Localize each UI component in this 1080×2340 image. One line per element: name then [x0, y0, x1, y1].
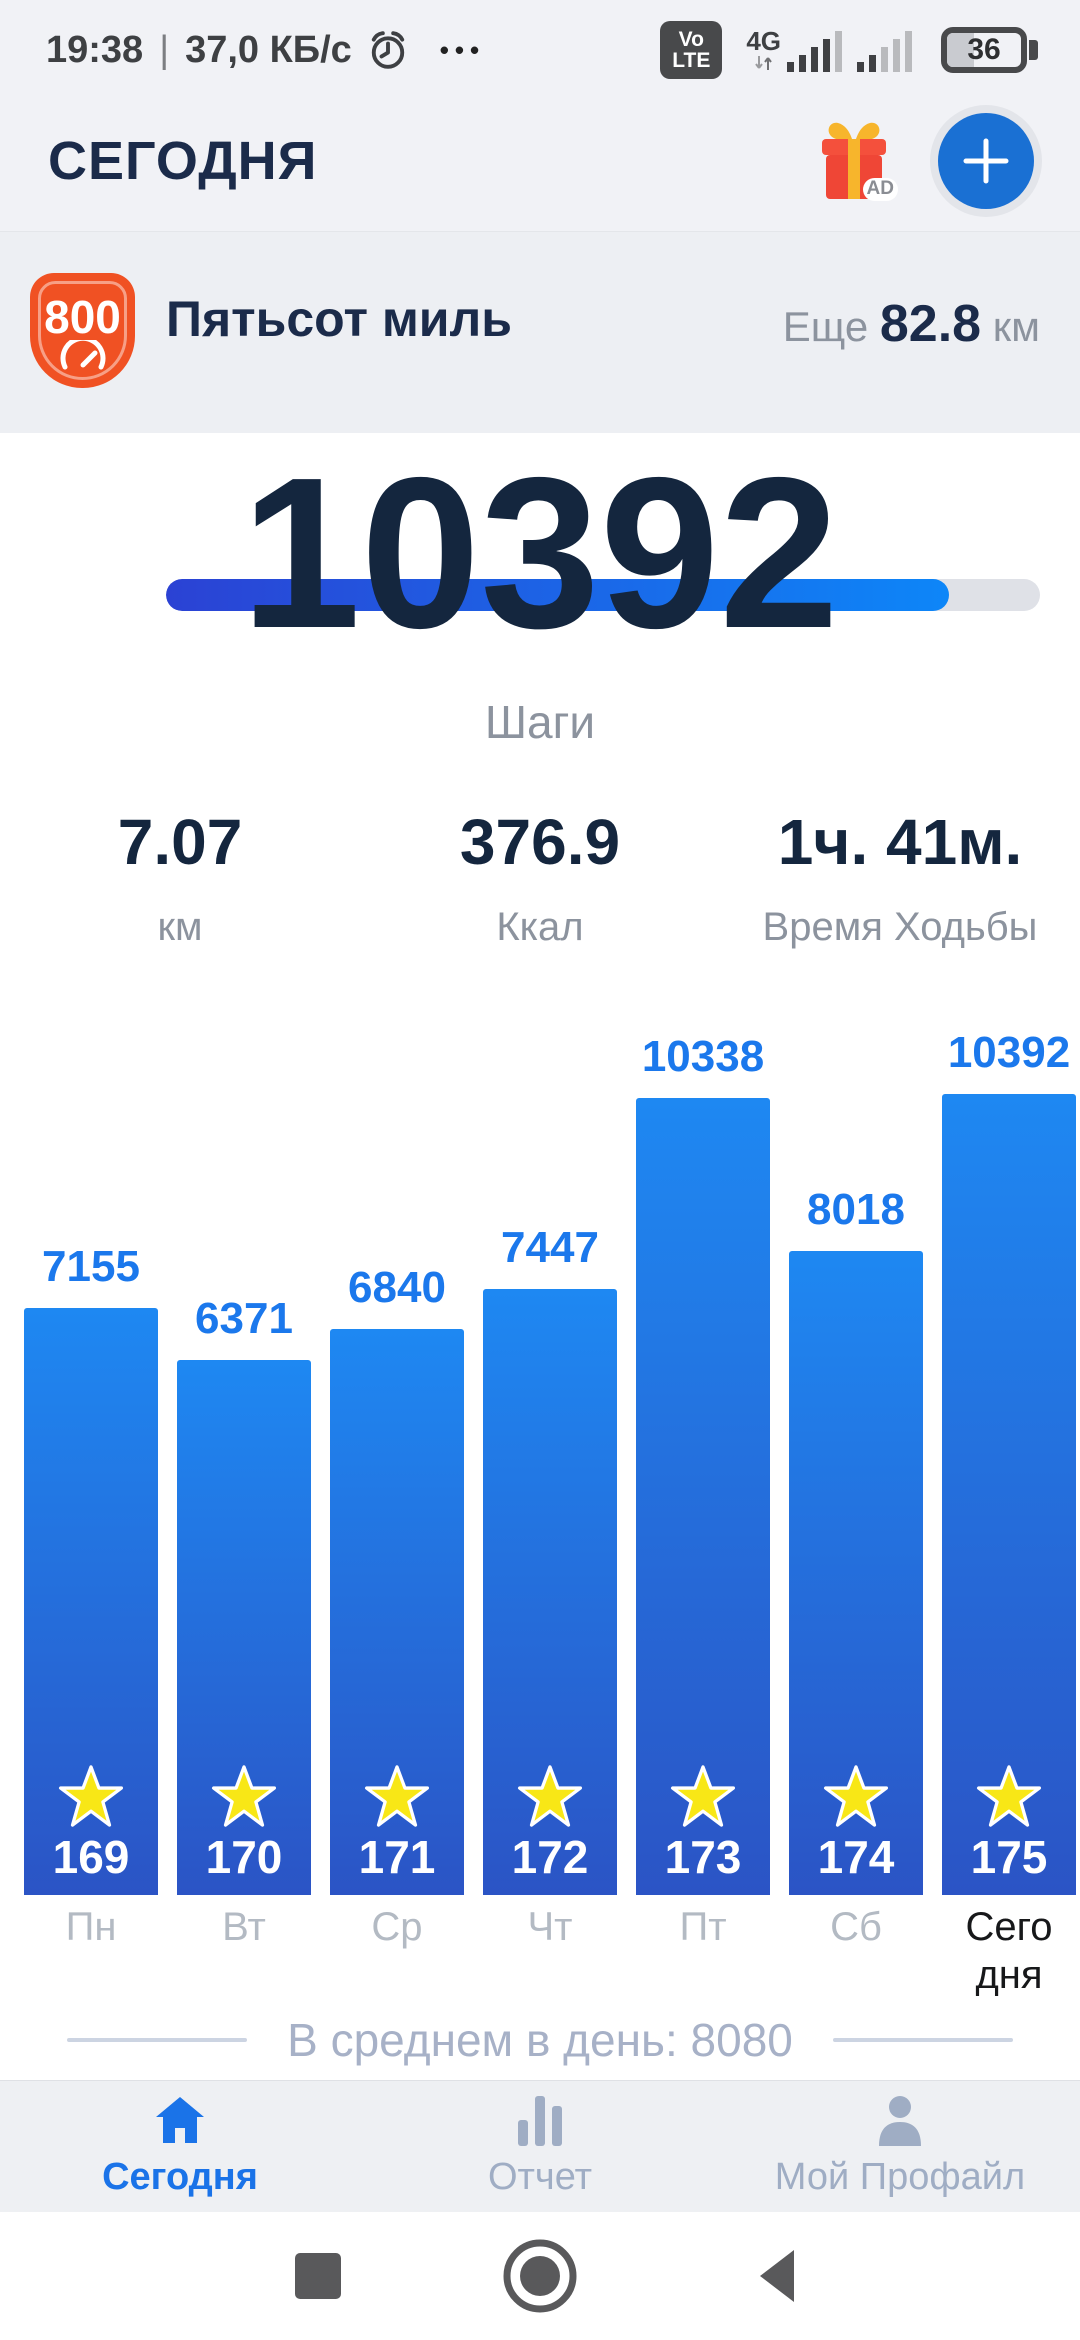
network-type-label: 4G: [746, 26, 781, 56]
stats-row: 7.07 км 376.9 Ккал 1ч. 41м. Время Ходьбы: [0, 805, 1080, 950]
status-separator: |: [159, 28, 170, 71]
steps-count: 10392: [241, 432, 839, 673]
android-nav-bar: [0, 2212, 1080, 2340]
stat-calories: 376.9 Ккал: [459, 806, 621, 949]
streak-number: 172: [511, 1831, 589, 1884]
stat-distance: 7.07 км: [117, 806, 243, 949]
bar-column: 7155 169: [24, 1000, 158, 1895]
day-label: Сб: [830, 1905, 882, 1949]
average-divider-left: [67, 2038, 248, 2042]
bar-column: 6840 171: [330, 1000, 464, 1895]
bar-value-label: 7155: [42, 1242, 140, 1291]
plus-icon: [963, 138, 1009, 183]
bar-value-label: 7447: [501, 1223, 599, 1272]
app-header: СЕГОДНЯ AD: [0, 90, 1080, 232]
steps-label: Шаги: [484, 696, 596, 748]
home-circle-icon: [503, 2239, 577, 2313]
status-bar: 19:38 | 37,0 КБ/с ••• Vo LTE 4G: [0, 0, 1080, 90]
challenge-banner[interactable]: 800 Пятьсот миль Еще 82.8 км: [0, 232, 1080, 611]
signal-block: 4G: [746, 28, 913, 72]
streak-number: 173: [664, 1831, 742, 1884]
page-title: СЕГОДНЯ: [48, 130, 318, 191]
volte-badge-icon: Vo LTE: [660, 21, 723, 79]
star-icon: [58, 1765, 124, 1828]
challenge-remaining: Еще 82.8 км: [782, 295, 1040, 353]
bar-value-label: 6371: [195, 1294, 293, 1343]
gift-ad-button[interactable]: AD: [816, 119, 898, 203]
bar-column: 6371 170: [177, 1000, 311, 1895]
steps-bar: 175: [942, 1094, 1076, 1895]
nav-item-profile[interactable]: Мой Профайл: [720, 2081, 1080, 2212]
bar-column: 10338 173: [636, 1000, 770, 1895]
star-icon: [211, 1765, 277, 1828]
report-icon: [518, 2096, 562, 2146]
battery-fill: [947, 33, 974, 67]
home-button[interactable]: [480, 2212, 600, 2340]
weekly-chart: 7155 169 Пн 6371 170 Вт 6840 171 Ср 7447 172 Чт 1033…: [0, 1000, 1080, 2000]
average-label: В среднем в день: 8080: [287, 2014, 793, 2066]
star-icon: [517, 1765, 583, 1828]
bar-value-label: 8018: [807, 1185, 905, 1234]
day-label: Пт: [679, 1905, 727, 1949]
add-button[interactable]: [930, 104, 1042, 217]
bar-value-label: 6840: [348, 1263, 446, 1312]
challenge-progress-track: [166, 579, 1040, 611]
challenge-title: Пятьсот миль: [166, 291, 513, 347]
streak-number: 171: [358, 1831, 436, 1884]
clock-time: 19:38: [46, 28, 144, 71]
star-icon: [823, 1765, 889, 1828]
steps-bar: 171: [330, 1329, 464, 1895]
day-label: Вт: [222, 1905, 266, 1949]
challenge-badge-icon: 800: [30, 273, 135, 388]
battery-percent: 36: [967, 33, 1001, 66]
signal-bars-sim1-icon: [787, 31, 842, 72]
bar-value-label: 10392: [947, 1028, 1071, 1077]
star-icon: [976, 1765, 1042, 1828]
day-label: Сегодня: [965, 1905, 1053, 1997]
nav-item-report[interactable]: Отчет: [360, 2081, 720, 2212]
remaining-value: 82.8: [879, 295, 982, 353]
signal-bars-sim2-icon: [857, 31, 912, 72]
bar-column: 8018 174: [789, 1000, 923, 1895]
star-icon: [364, 1765, 430, 1828]
steps-bar: 174: [789, 1251, 923, 1895]
day-label: Пн: [65, 1905, 117, 1949]
alarm-icon: [366, 28, 410, 72]
bar-column: 10392 175: [942, 1000, 1076, 1895]
back-button[interactable]: [716, 2212, 836, 2340]
battery-icon: 36: [941, 27, 1038, 73]
streak-number: 174: [817, 1831, 895, 1884]
ad-label: AD: [862, 177, 898, 201]
recents-square-icon: [295, 2253, 341, 2299]
steps-bar: 172: [483, 1289, 617, 1895]
notification-dots-icon: •••: [439, 34, 486, 65]
streak-number: 169: [52, 1831, 130, 1884]
streak-number: 175: [970, 1831, 1048, 1884]
data-arrows-icon: [754, 56, 772, 70]
back-triangle-icon: [760, 2250, 794, 2302]
day-label: Ср: [371, 1905, 423, 1949]
bar-column: 7447 172: [483, 1000, 617, 1895]
challenge-progress-fill: [166, 579, 950, 611]
day-label: Чт: [527, 1905, 573, 1949]
stat-walking-time: 1ч. 41м. Время Ходьбы: [762, 806, 1038, 949]
network-speed: 37,0 КБ/с: [185, 28, 352, 71]
star-icon: [670, 1765, 736, 1828]
average-row: В среднем в день: 8080: [0, 2000, 1080, 2080]
bottom-nav: Сегодня Отчет Мой Профайл: [0, 2080, 1080, 2212]
home-icon: [156, 2097, 204, 2143]
steps-bar: 173: [636, 1098, 770, 1895]
profile-icon: [879, 2096, 921, 2146]
recents-button[interactable]: [258, 2212, 378, 2340]
steps-bar: 169: [24, 1308, 158, 1895]
average-divider-right: [832, 2038, 1013, 2042]
bar-value-label: 10338: [641, 1032, 765, 1081]
nav-item-today[interactable]: Сегодня: [0, 2081, 360, 2212]
streak-number: 170: [205, 1831, 283, 1884]
steps-bar: 170: [177, 1360, 311, 1895]
